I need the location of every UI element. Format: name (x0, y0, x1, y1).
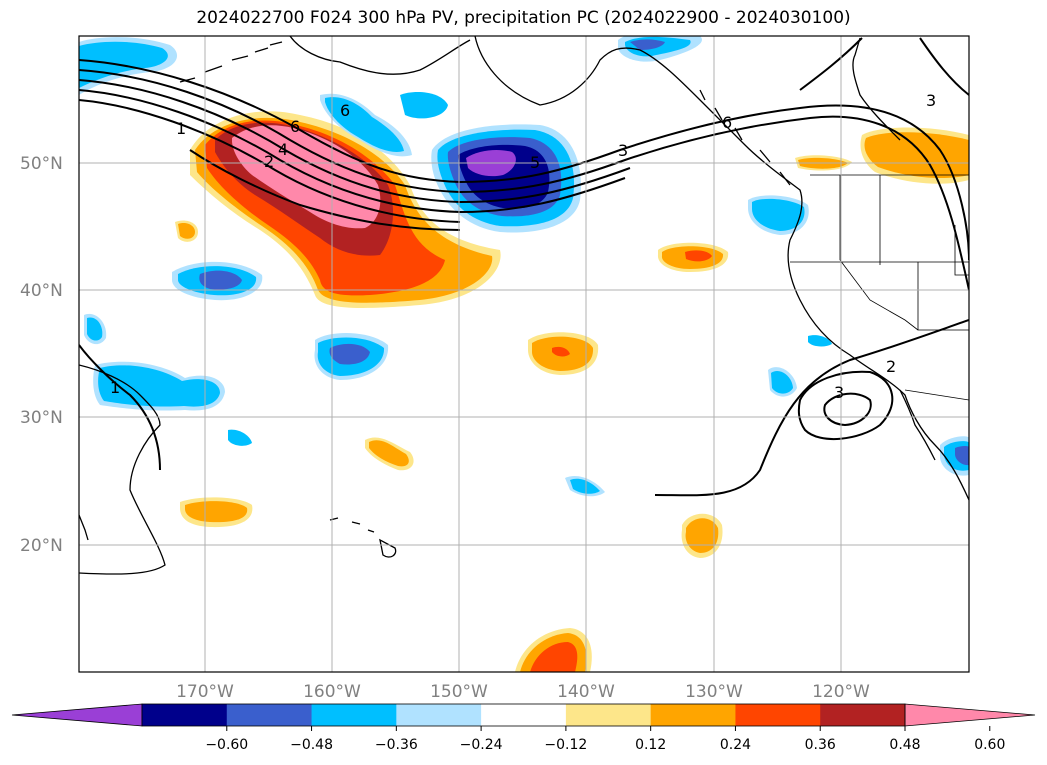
longitude-labels: 170°W 160°W 150°W 140°W 130°W 120°W (176, 682, 870, 702)
colorbar-swatch (396, 704, 482, 726)
pv-contours (79, 37, 969, 497)
contour-label: 1 (110, 378, 120, 397)
colorbar-tick-label: 0.12 (635, 737, 666, 753)
contour-label: 6 (722, 113, 732, 132)
colorbar-swatch (650, 704, 736, 726)
colorbar-tick-label: −0.36 (375, 737, 418, 753)
pv-contour-labels: 1 6 4 2 6 5 3 6 3 1 2 3 (110, 91, 936, 402)
colorbar-swatch (142, 704, 228, 726)
lon-tick-label: 150°W (430, 682, 488, 702)
contour-label: 3 (834, 383, 844, 402)
colorbar-swatch (735, 704, 821, 726)
lat-tick-label: 40°N (20, 281, 63, 301)
colorbar-swatch (820, 704, 906, 726)
contour-label: 3 (618, 141, 628, 160)
colorbar-tick-label: −0.48 (290, 737, 333, 753)
contour-label: 2 (264, 152, 274, 171)
contour-label: 1 (176, 119, 186, 138)
contour-label: 5 (530, 153, 540, 172)
colorbar-extend-low (11, 703, 143, 727)
contour-label: 6 (340, 101, 350, 120)
lat-tick-label: 30°N (20, 408, 63, 428)
contour-label: 3 (926, 91, 936, 110)
lon-tick-label: 160°W (303, 682, 361, 702)
latitude-labels: 50°N 40°N 30°N 20°N (20, 154, 63, 556)
colorbar-extend-high (904, 703, 1036, 727)
colorbar: −0.60 −0.48 −0.36 −0.24 −0.12 0.12 0.24 0.36 0.4… (11, 703, 1036, 753)
colorbar-tick-label: −0.60 (205, 737, 248, 753)
lat-tick-label: 20°N (20, 536, 63, 556)
colorbar-swatch (311, 704, 397, 726)
lon-tick-label: 120°W (812, 682, 870, 702)
colorbar-swatch (481, 704, 567, 726)
colorbar-swatch (226, 704, 313, 726)
colorbar-frame (141, 703, 906, 727)
colorbar-tick-label: 0.24 (720, 737, 751, 753)
lon-tick-label: 130°W (685, 682, 743, 702)
lon-tick-label: 170°W (176, 682, 234, 702)
colorbar-tick-label: 0.48 (889, 737, 920, 753)
colorbar-tick-label: 0.36 (805, 737, 836, 753)
plot-frame (78, 35, 970, 673)
political-borders (790, 174, 969, 401)
map-title: 2024022700 F024 300 hPa PV, precipitatio… (196, 8, 851, 28)
colorbar-tick-label: −0.12 (544, 737, 587, 753)
lon-tick-label: 140°W (557, 682, 615, 702)
contour-label: 4 (278, 140, 288, 159)
lat-tick-label: 50°N (20, 154, 63, 174)
map-grid (79, 36, 969, 672)
colorbar-swatch (565, 704, 652, 726)
colorbar-tick-label: 0.60 (974, 737, 1005, 753)
contour-label: 2 (886, 357, 896, 376)
contour-label: 6 (290, 117, 300, 136)
colorbar-tick-label: −0.24 (460, 737, 503, 753)
